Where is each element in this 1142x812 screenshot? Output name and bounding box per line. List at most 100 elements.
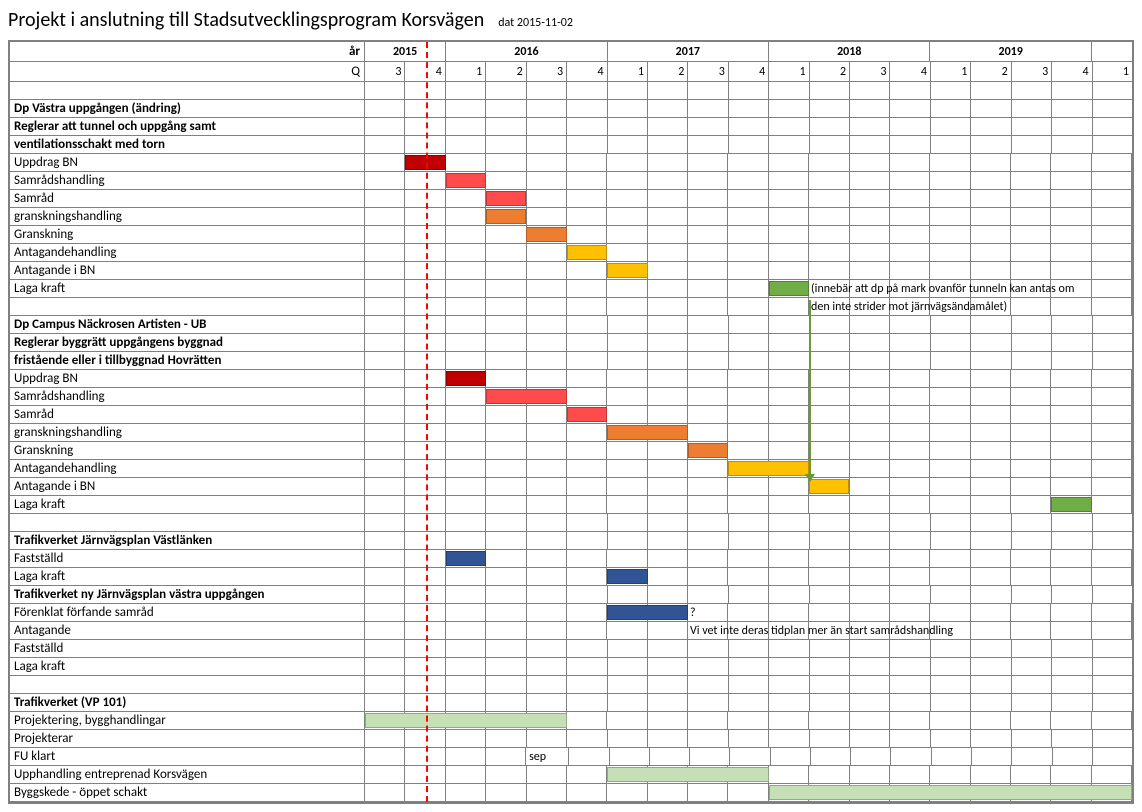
grid-cell <box>527 262 567 279</box>
grid-cell <box>810 586 850 603</box>
grid-cell <box>769 388 809 405</box>
grid-cell <box>486 676 526 693</box>
grid-cell <box>567 622 607 639</box>
grid-cell <box>850 388 890 405</box>
grid-cell <box>648 226 688 243</box>
grid-cell <box>1051 406 1091 423</box>
grid-cell <box>648 244 688 261</box>
grid-cell <box>405 118 445 135</box>
grid-cell <box>930 262 970 279</box>
grid-cell <box>971 262 1011 279</box>
grid-cell <box>527 694 567 711</box>
grid-cell <box>648 532 688 549</box>
gantt-row: Upphandling entreprenad Korsvägen <box>10 766 1132 784</box>
grid-cell <box>648 496 688 513</box>
grid-cell <box>1011 496 1051 513</box>
grid-cell <box>971 370 1011 387</box>
grid-cell <box>365 226 405 243</box>
grid-cell <box>728 280 768 297</box>
grid-cell <box>365 568 405 585</box>
grid-cell <box>567 424 607 441</box>
grid-cell <box>486 136 526 153</box>
grid-cell <box>728 442 768 459</box>
grid-cell <box>851 748 891 765</box>
grid-cell <box>1011 154 1051 171</box>
gantt-bar <box>446 551 486 566</box>
grid-cell <box>527 82 567 99</box>
grid-cell <box>648 388 688 405</box>
grid-cell <box>608 676 648 693</box>
grid-cell <box>1092 622 1132 639</box>
grid-cell <box>1092 262 1132 279</box>
grid-cell <box>850 568 890 585</box>
grid-cell <box>1093 334 1132 351</box>
grid-cell <box>446 604 486 621</box>
grid-cell <box>567 460 607 477</box>
grid-cell <box>809 190 849 207</box>
grid-cell <box>971 136 1011 153</box>
grid-cell <box>608 334 648 351</box>
grid-cell <box>527 100 567 117</box>
grid-cell <box>769 406 809 423</box>
grid-cell <box>567 298 607 315</box>
grid-cell <box>769 136 809 153</box>
grid-cell <box>688 550 728 567</box>
grid-cell <box>648 712 688 729</box>
quarter-header: 1 <box>608 62 648 81</box>
row-label <box>10 298 365 315</box>
grid-cell <box>810 82 850 99</box>
grid-cell <box>890 82 930 99</box>
grid-cell <box>769 568 809 585</box>
grid-cell <box>1092 154 1132 171</box>
grid-cell <box>688 100 728 117</box>
gantt-row: Laga kraft <box>10 496 1132 514</box>
grid-cell <box>809 550 849 567</box>
grid-cell <box>365 478 405 495</box>
grid-cell <box>1012 100 1052 117</box>
grid-cell <box>769 208 809 225</box>
grid-cell <box>486 280 526 297</box>
row-label <box>10 514 365 531</box>
grid-cell <box>486 514 526 531</box>
grid-cell <box>365 262 405 279</box>
row-label: Fastställd <box>10 640 365 657</box>
grid-cell <box>486 784 526 801</box>
grid-cell <box>971 154 1011 171</box>
grid-cell <box>1093 730 1132 747</box>
grid-cell <box>607 208 647 225</box>
gantt-bar <box>405 155 445 170</box>
grid-cell <box>688 352 728 369</box>
grid-cell <box>1012 118 1052 135</box>
grid-cell <box>365 298 405 315</box>
grid-cell <box>1011 550 1051 567</box>
grid-cell <box>971 406 1011 423</box>
grid-cell <box>850 316 890 333</box>
grid-cell <box>405 586 445 603</box>
grid-cell <box>648 658 688 675</box>
grid-cell <box>486 262 526 279</box>
grid-cell <box>567 100 607 117</box>
grid-cell <box>365 244 405 261</box>
grid-cell <box>365 172 405 189</box>
grid-cell <box>405 676 445 693</box>
grid-cell <box>971 82 1011 99</box>
grid-cell <box>607 496 647 513</box>
grid-cell <box>486 532 526 549</box>
grid-cell <box>1092 550 1132 567</box>
grid-cell <box>809 496 849 513</box>
grid-cell <box>1011 568 1051 585</box>
grid-cell <box>567 568 607 585</box>
grid-cell <box>405 388 445 405</box>
grid-cell <box>769 640 809 657</box>
grid-cell <box>728 208 768 225</box>
grid-cell <box>567 136 607 153</box>
grid-cell <box>567 712 607 729</box>
grid-cell <box>850 586 890 603</box>
grid-cell <box>527 532 567 549</box>
quarter-header: 3 <box>365 62 405 81</box>
grid-cell <box>527 442 567 459</box>
grid-cell <box>931 316 971 333</box>
grid-cell <box>931 514 971 531</box>
grid-cell <box>971 460 1011 477</box>
grid-cell <box>769 226 809 243</box>
